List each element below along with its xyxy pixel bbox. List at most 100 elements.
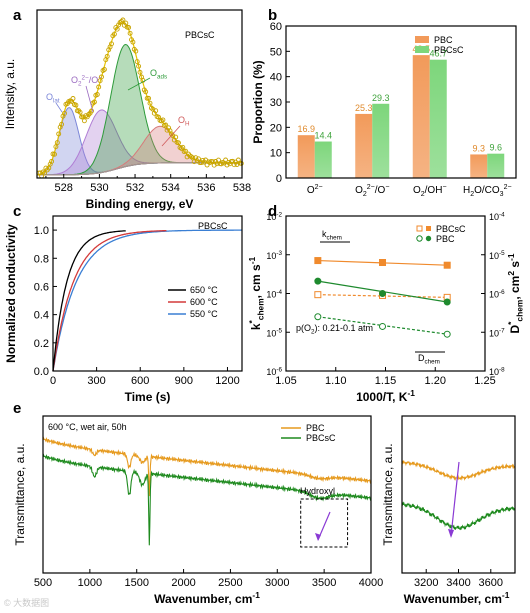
text-span: 2 bbox=[421, 191, 425, 198]
plot-frame bbox=[42, 415, 372, 574]
watermark: © 大数据图 bbox=[4, 598, 50, 608]
y-tick-label-right: 10-7 bbox=[489, 328, 505, 339]
x-tick-label: 2500 bbox=[218, 577, 242, 589]
y-axis-label: Proportion (%) bbox=[251, 60, 265, 143]
data-point bbox=[53, 144, 59, 150]
panel-label: c bbox=[13, 203, 21, 220]
text-span: 2− bbox=[504, 184, 512, 191]
bar-pbcsc bbox=[314, 141, 332, 178]
bar-value-label: 9.3 bbox=[472, 143, 485, 153]
bar-value-label: 29.3 bbox=[372, 93, 390, 103]
y-axis-label: Intensity, a.u. bbox=[3, 59, 17, 129]
panel-c: 0 300 600 900 1200 0.0 0.2 0.4 0.6 0.8 1.0 Time (s)… bbox=[4, 203, 243, 404]
panel-e: 500 1000 1500 2000 2500 3000 3500 4000 Wavenumbe… bbox=[13, 400, 516, 606]
panel-label: e bbox=[13, 400, 21, 417]
arrow-head bbox=[315, 533, 321, 541]
y-tick-label: 0 bbox=[276, 173, 282, 185]
text-span: -7 bbox=[499, 328, 505, 335]
y-tick-label: 50 bbox=[270, 46, 282, 58]
bar-pbc bbox=[297, 135, 315, 178]
data-point bbox=[109, 41, 114, 47]
data-point bbox=[96, 84, 102, 90]
data-point bbox=[86, 112, 92, 117]
data-point bbox=[153, 108, 159, 114]
component-label: Olat bbox=[46, 92, 60, 105]
annotation-k: kchem bbox=[322, 229, 342, 242]
data-point bbox=[136, 63, 142, 69]
x-axis-label: Binding energy, eV bbox=[86, 197, 194, 211]
text-span: -1 bbox=[407, 388, 415, 398]
x-axis-label: Wavenumber, cm-1 bbox=[154, 590, 260, 606]
y-tick-label: 40 bbox=[270, 72, 282, 84]
y-tick-label-left: 10-6 bbox=[266, 366, 282, 377]
text-span: -2 bbox=[276, 211, 282, 218]
y-tick-label-left: 10-3 bbox=[266, 250, 282, 261]
data-point bbox=[137, 69, 143, 75]
panel-b: 16.914.4O2−25.329.3O22−/O−48.546.7O2/OH−… bbox=[251, 7, 517, 198]
legend-label: PBCsC bbox=[185, 30, 215, 40]
hydroxyl-box bbox=[300, 498, 349, 548]
text-span: -6 bbox=[276, 366, 282, 373]
bar-value-label: 46.7 bbox=[429, 49, 447, 59]
panel-label: a bbox=[13, 7, 22, 24]
x-tick-label: 3000 bbox=[265, 577, 289, 589]
text-span: -1 bbox=[506, 253, 516, 261]
x-tick-label: 600 bbox=[131, 375, 149, 387]
data-point bbox=[143, 89, 149, 95]
y-axis-label: Normalized conductivity bbox=[4, 224, 18, 363]
text-span: k bbox=[322, 229, 327, 239]
x-tick-label: 0 bbox=[50, 375, 56, 387]
x-axis-label: 1000/T, K-1 bbox=[356, 388, 415, 404]
text-span: H bbox=[463, 185, 470, 196]
x-tick-label: 530 bbox=[90, 182, 108, 194]
x-tick-label: 1.20 bbox=[425, 375, 446, 387]
legend-label: PBCsC bbox=[434, 45, 464, 55]
text-span: O bbox=[413, 185, 421, 196]
data-point bbox=[183, 148, 189, 154]
y-tick-label: 60 bbox=[270, 21, 282, 33]
x-tick-label: 538 bbox=[233, 182, 251, 194]
y-tick-label: 0.6 bbox=[34, 281, 49, 293]
bar-pbcsc bbox=[372, 103, 390, 178]
y-tick-label-right: 10-4 bbox=[489, 211, 505, 222]
text-span: 2 bbox=[363, 191, 367, 198]
data-point bbox=[314, 291, 322, 299]
inset-y-axis-label: Transmittance, a.u. bbox=[381, 443, 395, 545]
data-point bbox=[56, 131, 62, 137]
bar-value-label: 9.6 bbox=[489, 143, 502, 153]
data-point bbox=[134, 59, 140, 65]
legend-label: PBC bbox=[436, 234, 455, 244]
y-tick-label: 1.0 bbox=[34, 225, 49, 237]
data-point bbox=[111, 31, 117, 37]
x-tick-label: 1.10 bbox=[325, 375, 346, 387]
data-point bbox=[101, 67, 107, 72]
text-span: -4 bbox=[276, 289, 282, 296]
text-span: 2 bbox=[78, 81, 82, 88]
text-span: O/CO bbox=[474, 185, 500, 196]
inset-frame bbox=[401, 415, 516, 574]
legend-swatch bbox=[415, 46, 429, 53]
data-point bbox=[81, 118, 87, 124]
data-point bbox=[146, 95, 152, 101]
data-point bbox=[223, 157, 229, 163]
text-span: 1000/T, K bbox=[356, 390, 408, 404]
data-point bbox=[104, 53, 110, 59]
text-span: 3 bbox=[500, 191, 504, 198]
text-span: Wavenumber, cm bbox=[404, 592, 502, 606]
text-span: 10 bbox=[489, 290, 499, 300]
text-span: , cm bbox=[508, 276, 522, 300]
data-point bbox=[52, 151, 57, 157]
legend-title: PBCsC bbox=[198, 221, 228, 231]
data-point bbox=[314, 277, 322, 285]
data-point bbox=[226, 159, 231, 165]
hydroxyl-label: Hydroxyl bbox=[300, 486, 335, 496]
data-point bbox=[91, 99, 97, 105]
legend-marker bbox=[416, 225, 423, 232]
legend-label: PBC bbox=[434, 35, 453, 45]
data-point bbox=[151, 110, 157, 116]
text-span: chem bbox=[256, 298, 266, 320]
text-span: H bbox=[185, 121, 190, 128]
panel-d: 1.05 1.10 1.15 1.20 1.2510-610-510-410-310-2… bbox=[247, 203, 524, 404]
category-label: O2/OH− bbox=[413, 184, 447, 198]
y-tick-label: 30 bbox=[270, 97, 282, 109]
